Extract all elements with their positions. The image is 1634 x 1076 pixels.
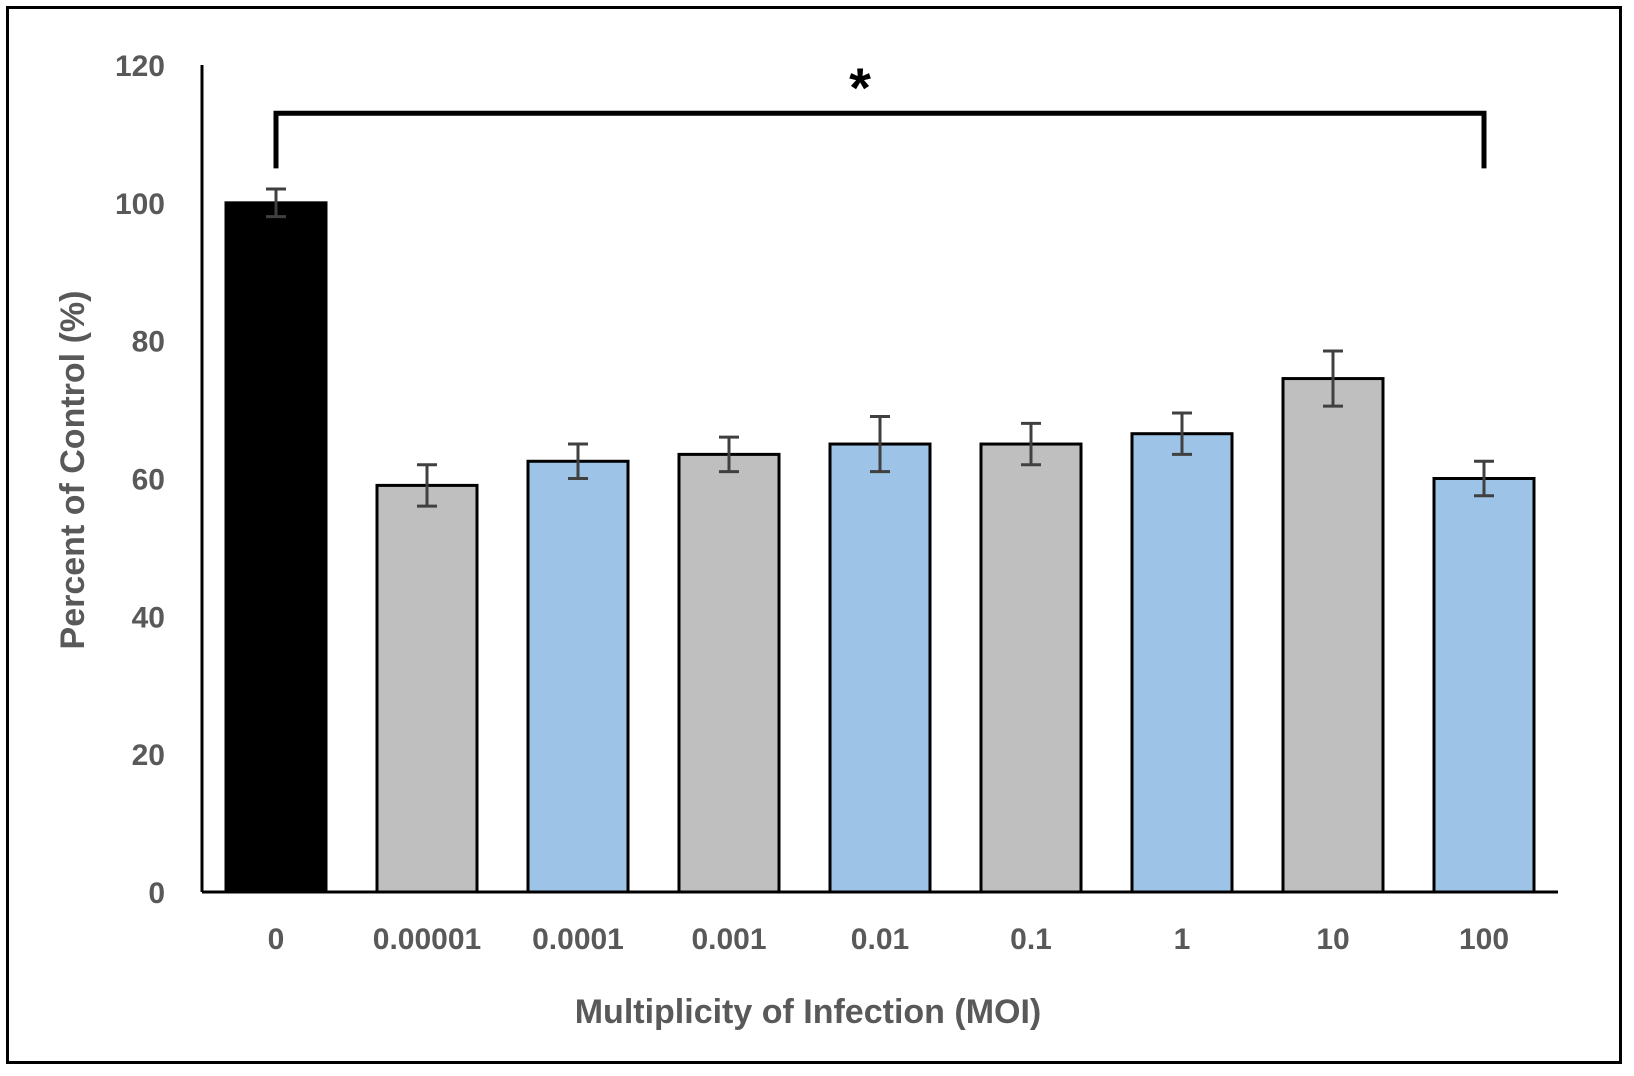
error-bar-moi-0.0001 — [568, 442, 588, 480]
significance-bracket — [273, 110, 1487, 169]
y-tick-label: 120 — [115, 50, 165, 83]
error-bar-moi-1 — [1172, 411, 1192, 456]
error-bar-moi-10 — [1323, 349, 1343, 408]
y-tick-label: 80 — [132, 326, 165, 359]
y-tick-label: 100 — [115, 188, 165, 221]
y-tick-labels: 0 20 40 60 80 100 120 — [115, 50, 165, 910]
error-bar-moi-0.01 — [870, 414, 890, 474]
error-bar-moi-0.1 — [1021, 421, 1041, 467]
x-tick-label: 10 — [1316, 923, 1349, 956]
error-bar-moi-0 — [266, 187, 286, 219]
x-tick-label: 0.01 — [851, 923, 909, 956]
error-bars-layer — [266, 187, 1494, 508]
y-axis-title: Percent of Control (%) — [54, 291, 92, 650]
significance-asterisk: * — [849, 56, 871, 119]
x-tick-label: 0 — [268, 923, 285, 956]
x-axis-title: Multiplicity of Infection (MOI) — [575, 993, 1042, 1031]
axes-layer — [200, 65, 1558, 894]
bar-moi-0.00001 — [375, 483, 479, 894]
x-tick-label: 1 — [1174, 923, 1191, 956]
x-tick-label: 0.00001 — [373, 923, 481, 956]
bar-moi-1 — [1130, 432, 1234, 894]
bars-layer — [224, 201, 1536, 894]
error-bar-moi-100 — [1474, 459, 1494, 498]
error-bar-moi-0.00001 — [417, 463, 437, 508]
x-tick-label: 0.1 — [1010, 923, 1052, 956]
bar-moi-0 — [224, 201, 328, 894]
x-tick-label: 0.0001 — [532, 923, 624, 956]
x-tick-label: 0.001 — [691, 923, 766, 956]
significance-bracket-group: * — [273, 56, 1487, 169]
bar-moi-0.001 — [677, 452, 781, 894]
error-bar-moi-0.001 — [719, 435, 739, 474]
x-tick-label: 100 — [1459, 923, 1509, 956]
bar-moi-0.0001 — [526, 459, 630, 894]
y-tick-label: 0 — [148, 877, 165, 910]
y-tick-label: 20 — [132, 739, 165, 772]
y-tick-label: 60 — [132, 464, 165, 497]
x-tick-labels: 0 0.00001 0.0001 0.001 0.01 0.1 1 10 100 — [268, 923, 1509, 956]
bar-moi-0.01 — [828, 442, 932, 894]
bar-moi-0.1 — [979, 442, 1083, 894]
bar-moi-100 — [1432, 477, 1536, 894]
bar-moi-10 — [1281, 377, 1385, 894]
y-tick-label: 40 — [132, 601, 165, 634]
